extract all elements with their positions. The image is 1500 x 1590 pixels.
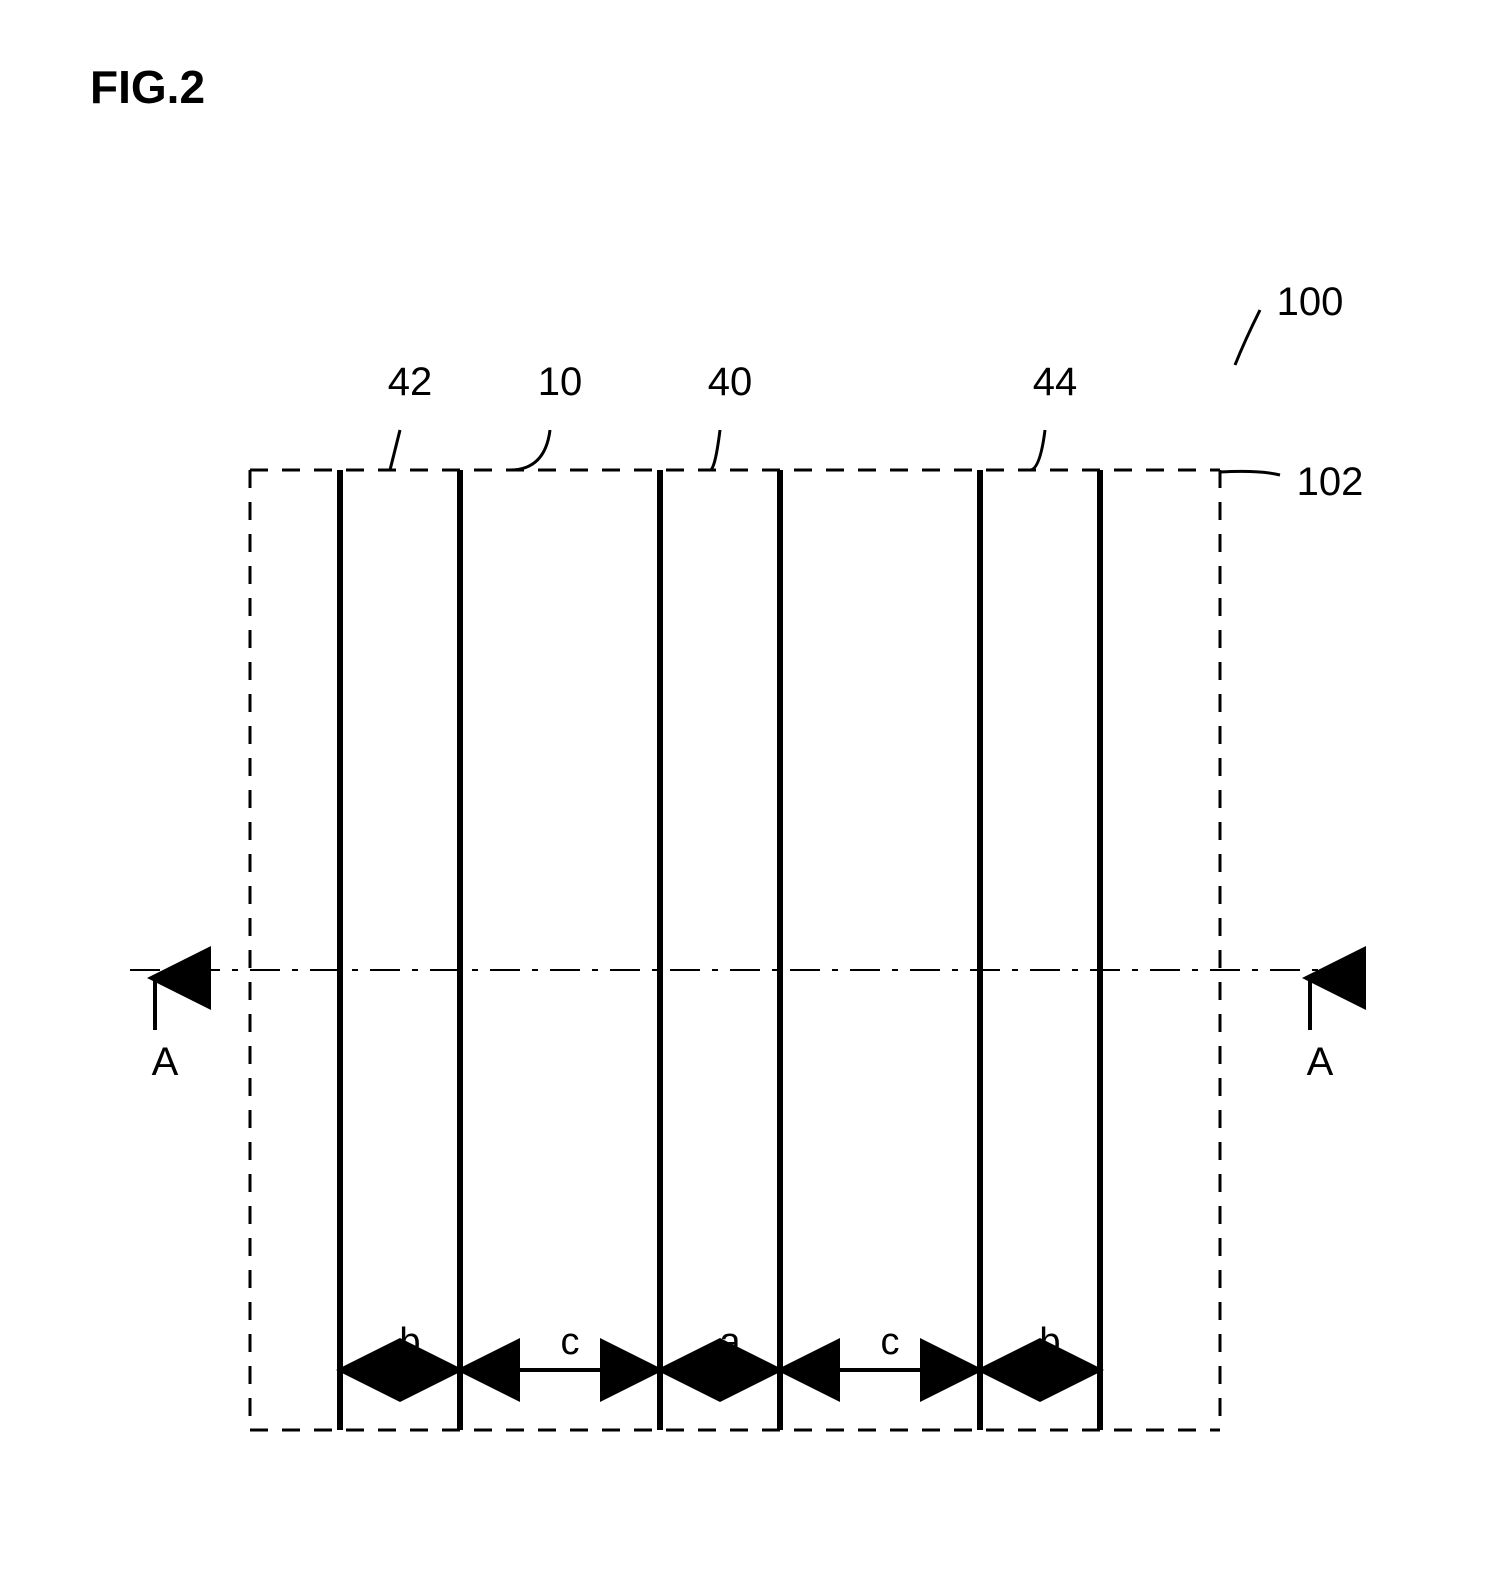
ref-40: 40 xyxy=(690,360,770,405)
dim-c-left: c xyxy=(530,1321,610,1364)
section-label-right: A xyxy=(1280,1040,1360,1085)
ref-42: 42 xyxy=(370,360,450,405)
section-label-left: A xyxy=(125,1040,205,1085)
dim-a: a xyxy=(690,1321,770,1364)
dim-b-left: b xyxy=(370,1321,450,1364)
dim-c-right: c xyxy=(850,1321,930,1364)
ref-44: 44 xyxy=(1015,360,1095,405)
boundary-ref: 102 xyxy=(1290,460,1370,505)
assembly-ref: 100 xyxy=(1270,280,1350,325)
ref-10: 10 xyxy=(520,360,600,405)
dim-b-right: b xyxy=(1010,1321,1090,1364)
